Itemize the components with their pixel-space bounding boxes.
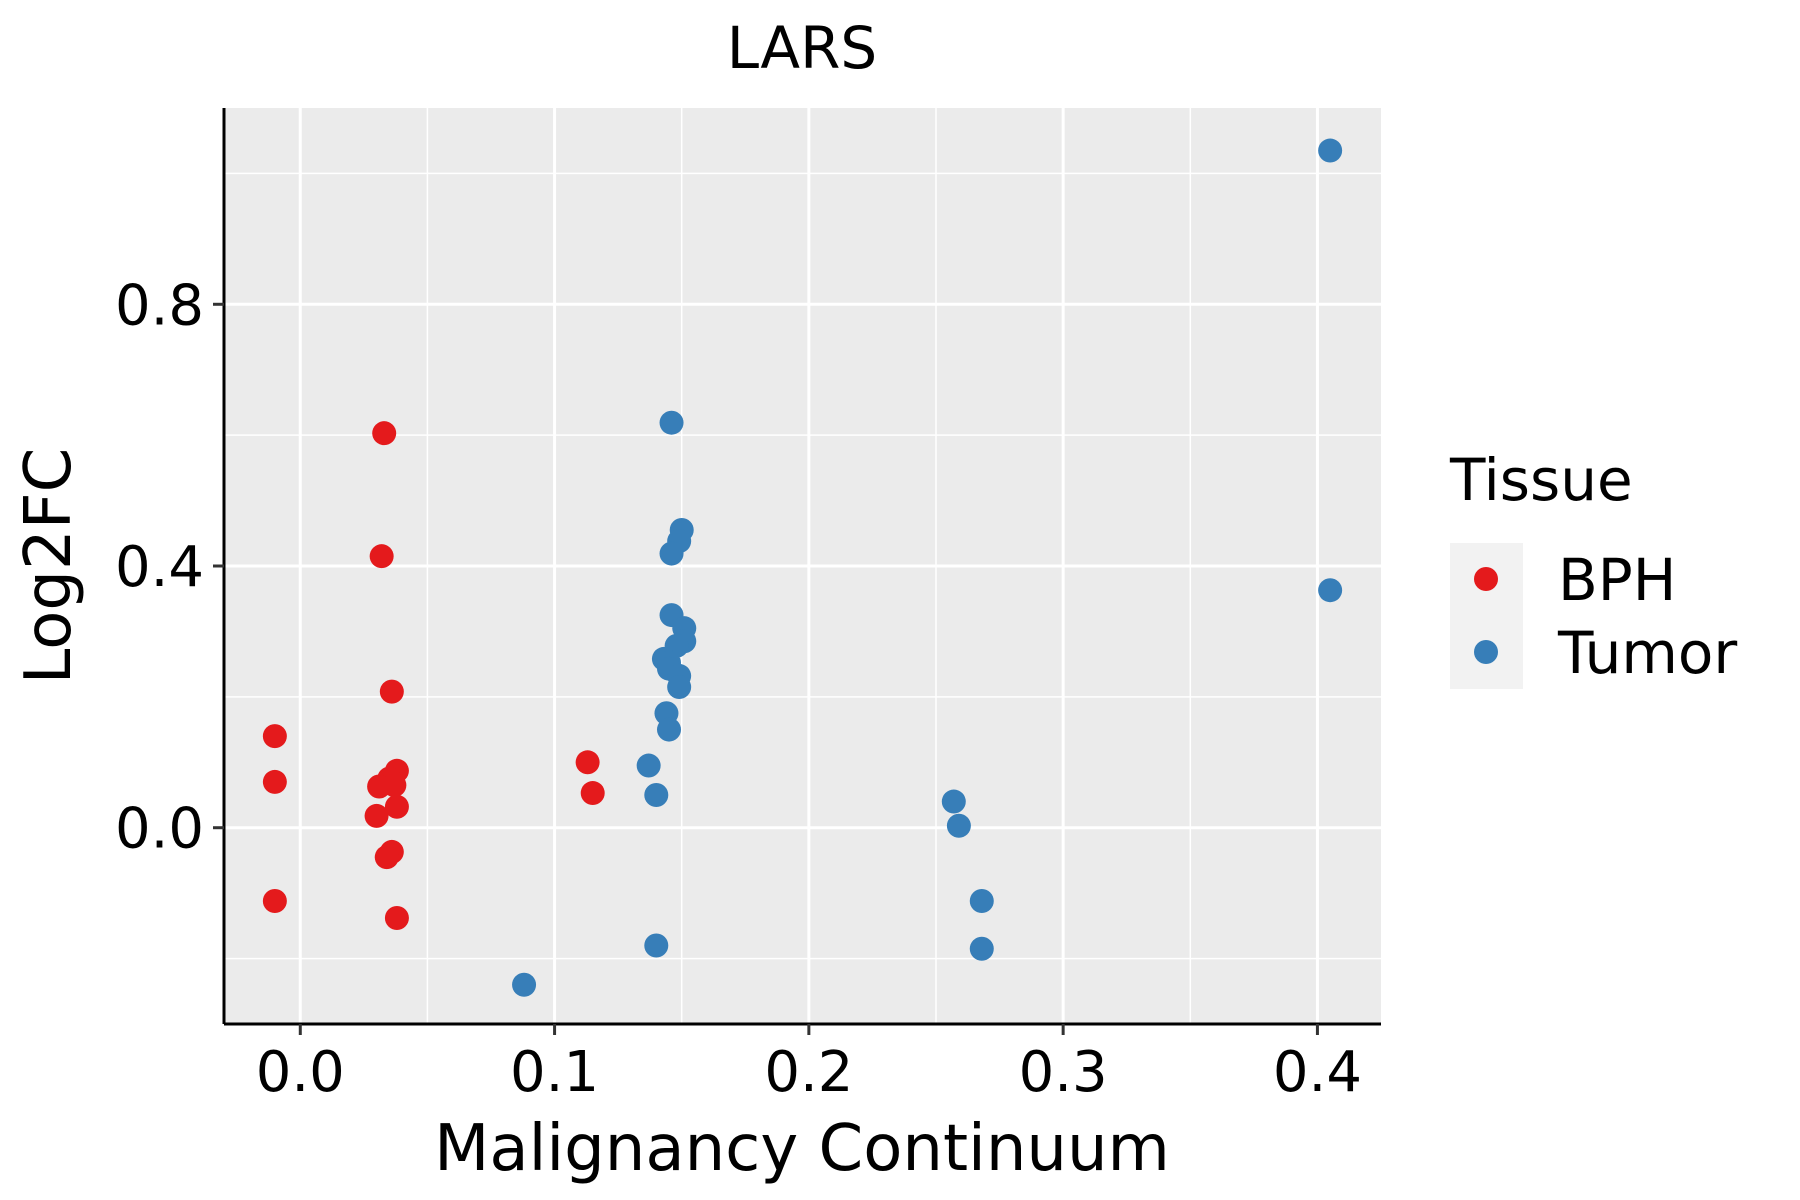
major-gridlines — [224, 108, 1381, 1024]
legend-label-bph: BPH — [1558, 546, 1676, 614]
tumor-point-2 — [659, 410, 684, 435]
tumor-point-21 — [941, 789, 966, 814]
legend-marker-tumor — [1474, 640, 1498, 664]
bph-point-10 — [384, 794, 409, 819]
tumor-point-23 — [969, 888, 994, 913]
bph-point-11 — [364, 803, 389, 828]
y-tick-label-2: 0.8 — [115, 273, 204, 338]
y-tick-label-0: 0.0 — [115, 797, 204, 862]
tumor-point-0 — [1318, 138, 1343, 163]
bph-point-9 — [382, 773, 407, 798]
tumor-point-17 — [636, 753, 661, 778]
bph-point-4 — [369, 544, 394, 569]
bph-point-15 — [575, 750, 600, 775]
bph-point-13 — [374, 845, 399, 870]
y-tick-label-1: 0.4 — [115, 535, 204, 600]
bph-point-5 — [379, 679, 404, 704]
x-tick-label-4: 0.4 — [1273, 1040, 1362, 1105]
data-points — [262, 138, 1343, 997]
bph-point-16 — [580, 781, 605, 806]
legend-marker-bph — [1474, 567, 1498, 591]
tumor-point-5 — [659, 541, 684, 566]
x-tick-label-3: 0.3 — [1019, 1040, 1108, 1105]
tumor-point-19 — [644, 933, 669, 958]
bph-point-0 — [262, 724, 287, 749]
x-axis-title: Malignancy Continuum — [434, 1112, 1170, 1186]
tumor-point-18 — [644, 783, 669, 807]
tumor-point-16 — [657, 717, 681, 742]
x-tick-label-0: 0.0 — [256, 1040, 345, 1105]
tumor-point-20 — [512, 972, 537, 997]
y-axis-title: Log2FC — [12, 448, 86, 685]
legend: Tissue BPH Tumor — [1449, 446, 1737, 689]
bph-point-3 — [372, 421, 397, 446]
bph-point-14 — [384, 906, 409, 931]
bph-point-2 — [262, 888, 287, 913]
tumor-point-1 — [1318, 578, 1343, 603]
bph-point-1 — [262, 769, 287, 794]
tumor-point-22 — [946, 813, 971, 838]
chart-title: LARS — [727, 14, 877, 82]
axis-ticks: 0.0 0.1 0.2 0.3 0.4 0.0 0.4 0.8 — [115, 273, 1362, 1105]
legend-title: Tissue — [1449, 446, 1633, 514]
tumor-point-14 — [667, 675, 692, 700]
x-tick-label-2: 0.2 — [764, 1040, 853, 1105]
legend-label-tumor: Tumor — [1557, 619, 1737, 687]
tumor-point-24 — [969, 936, 994, 961]
x-tick-label-1: 0.1 — [510, 1040, 599, 1105]
